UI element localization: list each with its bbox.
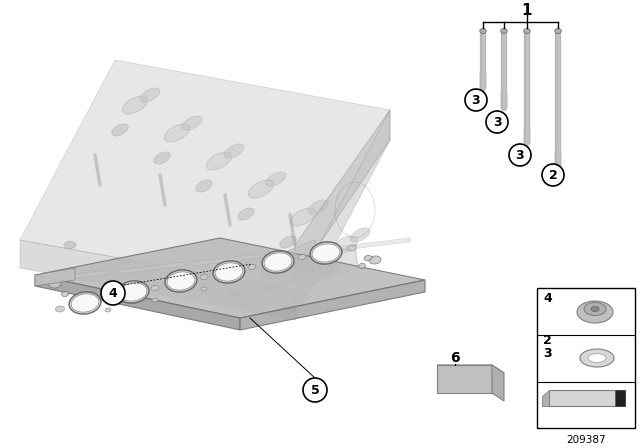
Text: 3: 3: [493, 116, 501, 129]
Text: 4: 4: [109, 287, 117, 300]
Text: 3: 3: [543, 346, 552, 359]
Ellipse shape: [332, 236, 358, 254]
Ellipse shape: [164, 124, 190, 142]
Ellipse shape: [358, 263, 365, 268]
Ellipse shape: [248, 180, 274, 198]
Ellipse shape: [56, 306, 65, 312]
Polygon shape: [35, 268, 75, 286]
Polygon shape: [267, 246, 335, 258]
Ellipse shape: [154, 152, 170, 164]
Polygon shape: [260, 240, 320, 290]
Ellipse shape: [119, 283, 147, 301]
Polygon shape: [437, 365, 492, 393]
Polygon shape: [295, 110, 390, 320]
Ellipse shape: [237, 208, 254, 220]
Polygon shape: [305, 245, 358, 285]
Polygon shape: [35, 275, 240, 330]
Ellipse shape: [140, 88, 160, 102]
Polygon shape: [342, 238, 410, 250]
Ellipse shape: [280, 236, 296, 248]
Ellipse shape: [266, 172, 286, 186]
Ellipse shape: [117, 281, 149, 303]
Ellipse shape: [369, 256, 381, 264]
Ellipse shape: [49, 280, 61, 288]
Text: 4: 4: [543, 292, 552, 305]
Circle shape: [486, 111, 508, 133]
Circle shape: [101, 281, 125, 305]
Polygon shape: [549, 390, 625, 406]
Ellipse shape: [119, 258, 131, 264]
Ellipse shape: [165, 270, 197, 292]
Ellipse shape: [200, 275, 208, 280]
Ellipse shape: [224, 144, 244, 158]
Ellipse shape: [584, 302, 606, 315]
Text: 3: 3: [516, 148, 524, 161]
Text: 2: 2: [543, 333, 552, 346]
Ellipse shape: [348, 245, 356, 251]
Polygon shape: [20, 240, 295, 320]
Ellipse shape: [64, 241, 76, 249]
Ellipse shape: [201, 287, 207, 291]
Ellipse shape: [61, 292, 68, 297]
Text: 1: 1: [522, 3, 532, 17]
Ellipse shape: [298, 254, 306, 259]
Ellipse shape: [350, 228, 370, 242]
Ellipse shape: [580, 349, 614, 367]
Ellipse shape: [69, 292, 101, 314]
Ellipse shape: [229, 289, 241, 297]
Polygon shape: [20, 60, 390, 290]
Ellipse shape: [555, 29, 561, 34]
Circle shape: [509, 144, 531, 166]
Ellipse shape: [588, 353, 606, 362]
Ellipse shape: [167, 272, 195, 290]
Ellipse shape: [284, 306, 296, 313]
Ellipse shape: [262, 251, 294, 273]
Ellipse shape: [308, 200, 328, 214]
Ellipse shape: [500, 29, 508, 34]
Ellipse shape: [196, 180, 212, 192]
Circle shape: [542, 164, 564, 186]
Ellipse shape: [112, 124, 128, 136]
Ellipse shape: [213, 261, 245, 283]
Polygon shape: [542, 390, 549, 406]
Ellipse shape: [105, 308, 111, 312]
Ellipse shape: [248, 264, 256, 270]
Polygon shape: [42, 270, 110, 282]
Ellipse shape: [206, 152, 232, 170]
Ellipse shape: [310, 242, 342, 264]
Ellipse shape: [152, 298, 158, 302]
Circle shape: [303, 378, 327, 402]
Polygon shape: [117, 262, 185, 274]
Ellipse shape: [215, 263, 243, 281]
Polygon shape: [240, 280, 425, 330]
Polygon shape: [437, 365, 504, 373]
Circle shape: [465, 89, 487, 111]
Text: 6: 6: [450, 351, 460, 365]
Ellipse shape: [591, 306, 599, 311]
Ellipse shape: [290, 208, 316, 226]
Ellipse shape: [364, 255, 372, 261]
Bar: [537, 288, 635, 428]
Polygon shape: [295, 110, 390, 280]
Text: 3: 3: [472, 94, 480, 107]
Ellipse shape: [312, 244, 340, 262]
Text: 2: 2: [548, 168, 557, 181]
Text: 5: 5: [310, 383, 319, 396]
Polygon shape: [492, 365, 504, 401]
Polygon shape: [192, 254, 260, 266]
Ellipse shape: [577, 301, 613, 323]
Ellipse shape: [480, 29, 486, 34]
Ellipse shape: [322, 264, 339, 276]
Ellipse shape: [151, 285, 159, 291]
Ellipse shape: [174, 273, 186, 280]
Ellipse shape: [524, 29, 531, 34]
Ellipse shape: [122, 96, 148, 114]
Ellipse shape: [104, 297, 112, 302]
Text: 209387: 209387: [566, 435, 606, 445]
Ellipse shape: [182, 116, 202, 130]
Ellipse shape: [264, 253, 292, 271]
Polygon shape: [615, 390, 625, 406]
Ellipse shape: [71, 294, 99, 312]
Polygon shape: [35, 238, 425, 318]
